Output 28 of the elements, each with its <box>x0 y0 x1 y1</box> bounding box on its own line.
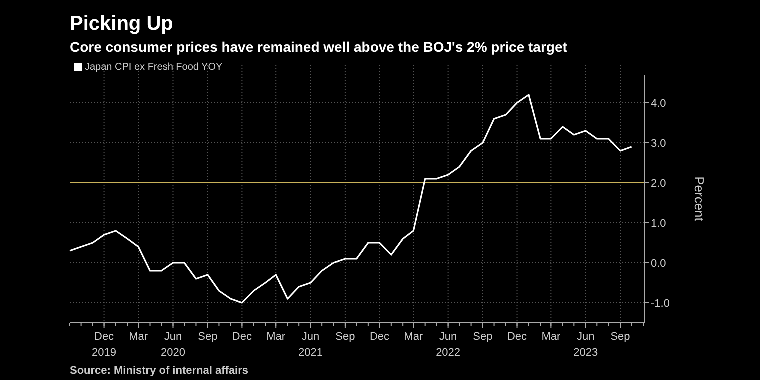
x-tick-label: Sep <box>336 331 356 343</box>
y-tick-label: 4.0 <box>651 98 666 110</box>
x-tick-label: Dec <box>507 331 528 343</box>
x-tick-label: Jun 2020 <box>161 331 186 359</box>
y-tick-label: -1.0 <box>651 298 670 310</box>
legend-label: Japan CPI ex Fresh Food YOY <box>85 62 223 73</box>
chart-title: Picking Up <box>70 13 174 35</box>
x-tick-label: Sep <box>473 331 493 343</box>
y-tick-label: 2.0 <box>651 178 666 190</box>
x-tick-label: Mar <box>404 331 424 343</box>
x-tick-label: Mar <box>542 331 561 343</box>
x-tick-label: Jun 2021 <box>298 331 324 359</box>
x-tick-label: Dec <box>232 331 252 343</box>
y-axis-title: Percent <box>692 176 707 222</box>
y-tick-label: 3.0 <box>651 138 666 150</box>
y-tick-label: 0.0 <box>651 258 666 270</box>
line-series <box>69 94 633 304</box>
x-tick-label: Mar <box>129 331 148 343</box>
x-tick-label: Dec 2019 <box>92 331 117 359</box>
chart-subtitle: Core consumer prices have remained well above the BOJ's 2% price target <box>70 39 568 55</box>
x-tick-label: Jun 2022 <box>436 331 461 359</box>
x-tick-label: Sep <box>198 331 218 343</box>
x-tick-label: Dec <box>370 331 390 343</box>
x-tick-label: Mar <box>266 331 286 343</box>
x-tick-label: Jun 2023 <box>574 331 598 359</box>
x-tick-label: Sep <box>610 331 630 343</box>
y-tick-label: 1.0 <box>651 218 666 230</box>
source-note: Source: Ministry of internal affairs <box>70 365 248 377</box>
